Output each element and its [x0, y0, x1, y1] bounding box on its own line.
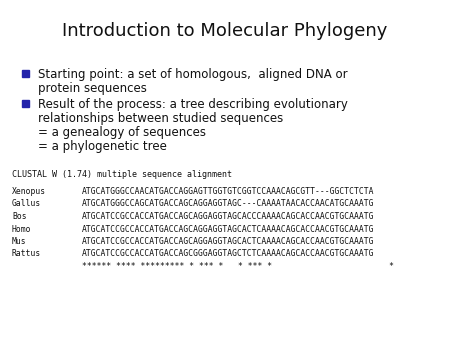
Text: = a genealogy of sequences: = a genealogy of sequences [38, 126, 206, 139]
Text: ATGCATCCGCCACCATGACCAGCGGGAGGTAGCTCTCAAAACAGCACCAACGTGCAAATG: ATGCATCCGCCACCATGACCAGCGGGAGGTAGCTCTCAAA… [82, 249, 374, 259]
Bar [22, 70, 29, 77]
Text: relationships between studied sequences: relationships between studied sequences [38, 112, 283, 125]
Text: ATGCATGGGCCAGCATGACCAGCAGGAGGTAGC---CAAAATAACACCAACATGCAAATG: ATGCATGGGCCAGCATGACCAGCAGGAGGTAGC---CAAA… [82, 199, 374, 209]
Text: ****** **** ********* * *** *   * *** *                        *: ****** **** ********* * *** * * *** * * [82, 262, 394, 271]
Text: protein sequences: protein sequences [38, 82, 147, 95]
Text: Result of the process: a tree describing evolutionary: Result of the process: a tree describing… [38, 98, 348, 111]
Text: Xenopus: Xenopus [12, 187, 46, 196]
Text: Mus: Mus [12, 237, 27, 246]
Text: Starting point: a set of homologous,  aligned DNA or: Starting point: a set of homologous, ali… [38, 68, 347, 81]
Text: Introduction to Molecular Phylogeny: Introduction to Molecular Phylogeny [62, 22, 388, 40]
Text: Bos: Bos [12, 212, 27, 221]
Text: ATGCATCCGCCACCATGACCAGCAGGAGGTAGCACCCAAAACAGCACCAACGTGCAAATG: ATGCATCCGCCACCATGACCAGCAGGAGGTAGCACCCAAA… [82, 212, 374, 221]
Text: ATGCATGGGCCAACATGACCAGGAGTTGGTGTCGGTCCAAACAGCGTT---GGCTCTCTA: ATGCATGGGCCAACATGACCAGGAGTTGGTGTCGGTCCAA… [82, 187, 374, 196]
Text: ATGCATCCGCCACCATGACCAGCAGGAGGTAGCACTCAAAACAGCACCAACGTGCAAATG: ATGCATCCGCCACCATGACCAGCAGGAGGTAGCACTCAAA… [82, 224, 374, 234]
Text: = a phylogenetic tree: = a phylogenetic tree [38, 140, 167, 153]
Bar [22, 100, 29, 107]
Text: CLUSTAL W (1.74) multiple sequence alignment: CLUSTAL W (1.74) multiple sequence align… [12, 170, 232, 179]
Text: Rattus: Rattus [12, 249, 41, 259]
Text: ATGCATCCGCCACCATGACCAGCAGGAGGTAGCACTCAAAACAGCACCAACGTGCAAATG: ATGCATCCGCCACCATGACCAGCAGGAGGTAGCACTCAAA… [82, 237, 374, 246]
Text: Gallus: Gallus [12, 199, 41, 209]
Text: Homo: Homo [12, 224, 32, 234]
